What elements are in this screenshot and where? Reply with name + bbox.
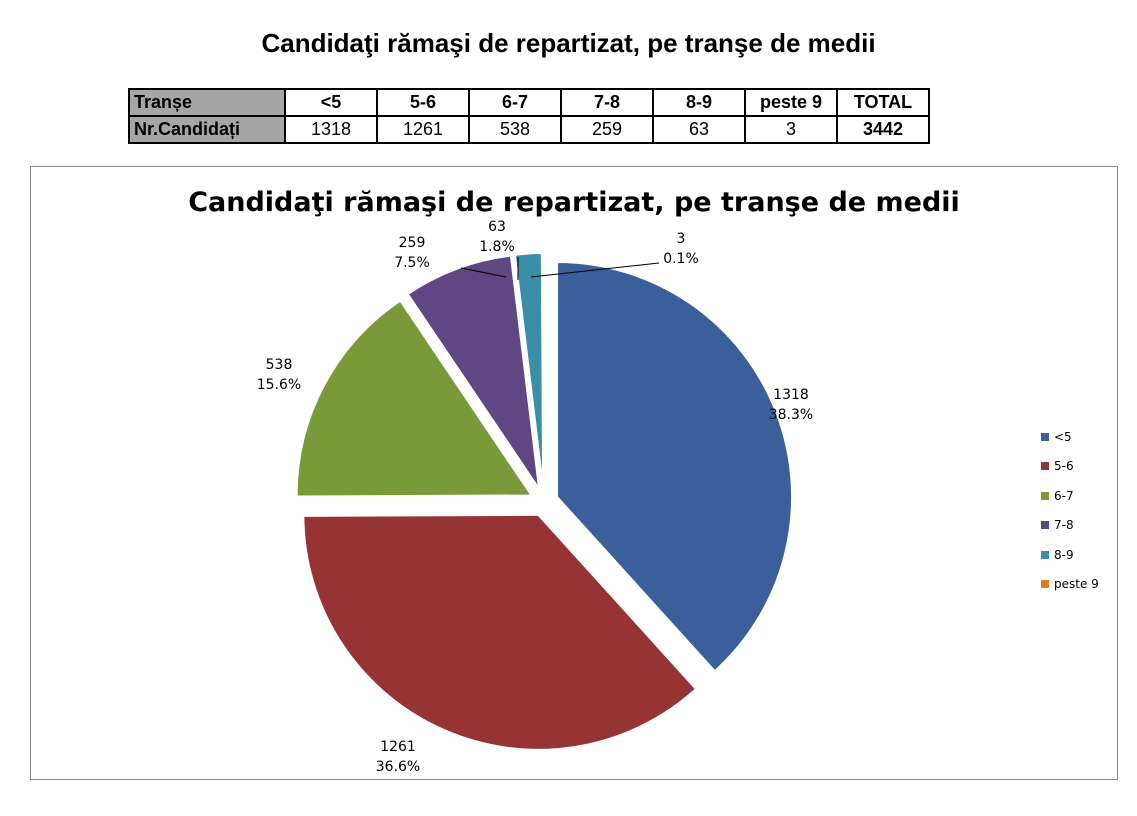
legend: <5 5-6 6-7 7-8 8-9 peste 9: [1041, 422, 1099, 599]
table-column-header: 7-8: [560, 88, 654, 117]
pie-slice: [541, 252, 545, 489]
data-label: 1318 38.3%: [761, 385, 821, 425]
data-label-percent: 36.6%: [375, 759, 421, 775]
data-label: 3 0.1%: [651, 229, 711, 269]
legend-swatch: [1041, 491, 1049, 500]
legend-label: 6-7: [1054, 488, 1074, 503]
legend-item: 8-9: [1041, 540, 1099, 570]
legend-swatch: [1041, 550, 1049, 559]
table-column-header: 5-6: [376, 88, 470, 117]
data-label: 538 15.6%: [249, 355, 309, 395]
data-label-value: 1261: [380, 739, 416, 755]
table-column-header: peste 9: [744, 88, 838, 117]
table-column-header: 8-9: [652, 88, 746, 117]
leader-line: [530, 262, 660, 278]
data-label: 63 1.8%: [467, 217, 527, 257]
data-label-value: 63: [488, 219, 506, 235]
legend-item: <5: [1041, 422, 1099, 452]
data-label-value: 1318: [773, 387, 809, 403]
legend-label: <5: [1054, 429, 1072, 444]
data-label-percent: 1.8%: [479, 239, 515, 255]
table-header-row: Tranșe <5 5-6 6-7 7-8 8-9 peste 9 TOTAL: [128, 88, 930, 117]
data-label-percent: 0.1%: [663, 251, 699, 267]
legend-swatch: [1041, 432, 1049, 441]
data-label: 1261 36.6%: [368, 737, 428, 777]
document-title: Candidaţi rămaşi de repartizat, pe tranş…: [261, 28, 876, 58]
legend-swatch: [1041, 580, 1049, 589]
data-label-percent: 7.5%: [394, 255, 430, 271]
table-column-header: <5: [284, 88, 378, 117]
table-column-header: TOTAL: [836, 88, 930, 117]
data-label-value: 538: [265, 357, 293, 373]
legend-item: 7-8: [1041, 511, 1099, 541]
legend-label: 8-9: [1054, 547, 1074, 562]
pie-chart: [295, 252, 794, 751]
legend-swatch: [1041, 462, 1049, 471]
table-column-header: 6-7: [468, 88, 562, 117]
legend-label: 5-6: [1054, 459, 1074, 474]
table-total-cell: 3442: [836, 115, 930, 144]
table-header-label: Tranșe: [128, 88, 286, 117]
legend-label: peste 9: [1054, 577, 1099, 592]
chart-area: Candidaţi rămaşi de repartizat, pe tranş…: [30, 166, 1118, 780]
table-cell: 1261: [376, 115, 470, 144]
data-table: Tranșe <5 5-6 6-7 7-8 8-9 peste 9 TOTAL …: [128, 88, 930, 144]
pie-slice: [302, 513, 698, 751]
data-label-value: 3: [676, 231, 686, 247]
data-label: 259 7.5%: [382, 233, 442, 273]
data-label-percent: 38.3%: [768, 407, 814, 423]
pie-slice: [556, 260, 794, 673]
chart-title: Candidaţi rămaşi de repartizat, pe tranş…: [188, 187, 960, 218]
legend-item: peste 9: [1041, 570, 1099, 600]
pie-slice: [295, 299, 534, 498]
data-label-percent: 15.6%: [256, 377, 302, 393]
legend-swatch: [1041, 521, 1049, 530]
table-cell: 538: [468, 115, 562, 144]
table-data-row: Nr.Candidați 1318 1261 538 259 63 3 3442: [128, 115, 930, 144]
table-cell: 1318: [284, 115, 378, 144]
table-cell: 63: [652, 115, 746, 144]
legend-label: 7-8: [1054, 518, 1074, 533]
table-row-label: Nr.Candidați: [128, 115, 286, 144]
table-cell: 259: [560, 115, 654, 144]
pie-slice: [406, 254, 541, 490]
table-cell: 3: [744, 115, 838, 144]
leader-line: [460, 267, 507, 278]
legend-item: 5-6: [1041, 452, 1099, 482]
data-label-value: 259: [398, 235, 426, 251]
legend-item: 6-7: [1041, 481, 1099, 511]
